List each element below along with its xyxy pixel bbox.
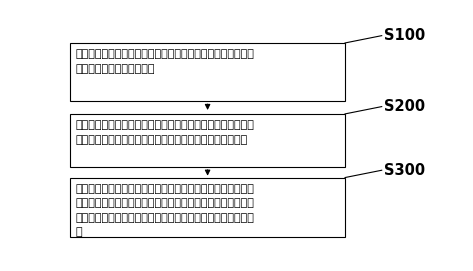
Bar	[70, 178, 345, 237]
Text: S100: S100	[384, 28, 425, 43]
Text: 处理装置根据所述第一声波信号的信号强度及所述第二声波信
号的信号强度确定信号接收装置与音响装置的相对距离，并根
据所述第一信号的方向确定信号接收装置与音响装置的: 处理装置根据所述第一声波信号的信号强度及所述第二声波信 号的信号强度确定信号接收…	[76, 184, 254, 237]
Text: 所述第一声波信号在传播的过程中衰减为第二声波信号，被信
号接收装置获取并解析，得到所述第二声波信号的信号强度: 所述第一声波信号在传播的过程中衰减为第二声波信号，被信 号接收装置获取并解析，得…	[76, 120, 254, 144]
Bar	[70, 43, 345, 101]
Bar	[70, 114, 345, 167]
Text: S200: S200	[384, 99, 425, 114]
Text: 音响装置根据一声波信号发射指令，发出包括多个频率不同信
号强度相同的第一声波信号: 音响装置根据一声波信号发射指令，发出包括多个频率不同信 号强度相同的第一声波信号	[76, 49, 254, 74]
Text: S300: S300	[384, 163, 425, 178]
